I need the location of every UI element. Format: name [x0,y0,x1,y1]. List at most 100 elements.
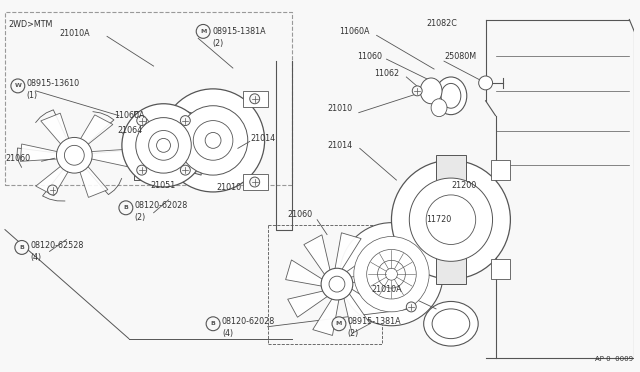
Text: 11060: 11060 [356,52,382,61]
Text: 08915-13610: 08915-13610 [27,79,80,89]
Polygon shape [41,113,70,145]
Circle shape [340,223,443,326]
Circle shape [15,241,29,254]
Text: 21010A: 21010A [372,285,403,294]
Circle shape [250,94,260,104]
Text: (1): (1) [27,91,38,100]
Text: 11060A: 11060A [114,111,145,120]
Text: 21082C: 21082C [426,19,457,28]
Polygon shape [346,251,387,278]
Polygon shape [285,260,323,286]
Polygon shape [436,155,466,284]
Ellipse shape [431,99,447,117]
Circle shape [329,276,345,292]
Circle shape [392,160,510,279]
Text: (2): (2) [135,213,146,222]
Text: 11060A: 11060A [339,27,369,36]
Ellipse shape [424,301,478,346]
Polygon shape [344,293,370,333]
Circle shape [332,317,346,331]
Text: 11720: 11720 [426,215,451,224]
Text: 08915-1381A: 08915-1381A [348,317,401,326]
Text: 08120-62028: 08120-62028 [135,201,188,210]
Circle shape [250,177,260,187]
Text: 2WD>MTM: 2WD>MTM [8,19,52,29]
Text: (4): (4) [31,253,42,262]
Circle shape [412,86,422,96]
Text: M: M [336,321,342,326]
Text: 21064: 21064 [117,126,142,135]
Text: M: M [200,29,206,34]
Text: 21051: 21051 [150,180,176,189]
Polygon shape [287,291,328,317]
Polygon shape [351,282,388,308]
Circle shape [385,268,397,280]
Text: 25080M: 25080M [444,52,476,61]
Text: 08120-62028: 08120-62028 [222,317,275,326]
Circle shape [410,178,493,261]
Circle shape [148,131,179,160]
Text: AP 0  0009: AP 0 0009 [595,356,633,362]
Text: B: B [211,321,216,326]
Circle shape [196,25,210,38]
Polygon shape [313,298,339,336]
Circle shape [180,165,190,175]
Polygon shape [36,166,70,196]
Ellipse shape [432,309,470,339]
Circle shape [119,201,133,215]
Circle shape [161,89,264,192]
Circle shape [479,76,493,90]
Circle shape [367,250,416,299]
Polygon shape [92,149,128,167]
Text: 08915-1381A: 08915-1381A [212,27,266,36]
Text: 21010: 21010 [216,183,241,192]
Text: (4): (4) [222,329,233,338]
Text: 21014: 21014 [251,134,276,143]
Text: 21060: 21060 [287,210,312,219]
Circle shape [157,138,170,152]
Text: 21010A: 21010A [60,29,90,38]
Bar [243,91,268,107]
Text: (2): (2) [348,329,359,338]
Text: 11062: 11062 [374,68,400,77]
Bar [491,259,510,279]
Bar [5,12,292,185]
Circle shape [56,137,92,173]
Circle shape [406,302,416,312]
Bar [243,174,268,190]
Circle shape [136,118,191,173]
Circle shape [354,237,429,312]
Circle shape [180,116,190,125]
Polygon shape [79,115,113,145]
Circle shape [137,116,147,125]
Ellipse shape [420,78,442,104]
Bar [491,160,510,180]
Circle shape [122,104,205,187]
Polygon shape [183,111,201,175]
Text: B: B [19,245,24,250]
Text: 21010: 21010 [327,104,352,113]
Polygon shape [79,166,108,198]
Circle shape [179,106,248,175]
Text: W: W [15,83,21,89]
Ellipse shape [441,83,461,108]
Circle shape [205,132,221,148]
Text: 21060: 21060 [5,154,30,163]
Circle shape [378,260,405,288]
Text: 21014: 21014 [327,141,352,150]
Circle shape [11,79,25,93]
Text: 21200: 21200 [451,180,476,189]
Circle shape [137,165,147,175]
Circle shape [321,268,353,300]
Circle shape [65,145,84,165]
Polygon shape [20,144,57,161]
Ellipse shape [435,77,467,115]
Circle shape [206,317,220,331]
Circle shape [47,185,58,195]
Circle shape [426,195,476,244]
Text: 08120-62528: 08120-62528 [31,241,84,250]
Polygon shape [304,235,330,275]
Circle shape [193,121,233,160]
Polygon shape [335,233,361,270]
Text: B: B [124,205,128,210]
